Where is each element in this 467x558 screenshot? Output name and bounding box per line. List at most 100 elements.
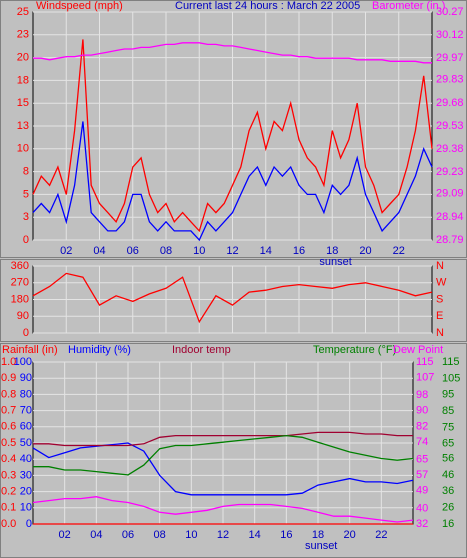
y-tick-label: 98 xyxy=(416,389,428,401)
legend-entry: Dew Point xyxy=(393,344,443,356)
y-tick-label: N xyxy=(436,260,444,272)
y-tick-label: 60 xyxy=(20,421,32,433)
y-tick-label: 270 xyxy=(11,277,29,289)
y-tick-label: 65 xyxy=(416,453,428,465)
y-tick-label: 29.68 xyxy=(436,97,464,109)
x-tick-label: 04 xyxy=(90,529,102,541)
y-tick-label: 18 xyxy=(17,74,29,86)
y-tick-label: 46 xyxy=(442,469,454,481)
y-tick-label: 80 xyxy=(20,388,32,400)
y-tick-label: 115 xyxy=(442,356,460,368)
y-tick-label: 74 xyxy=(416,436,428,448)
x-tick-label: 20 xyxy=(359,245,371,257)
y-tick-label: 20 xyxy=(20,486,32,498)
chart-title: Current last 24 hours : March 22 2005 xyxy=(175,0,360,12)
y-tick-label: 0.0 xyxy=(1,518,16,530)
y-tick-label: 0.7 xyxy=(1,405,16,417)
y-tick-label: 0.1 xyxy=(1,502,16,514)
y-tick-label: 180 xyxy=(11,293,29,305)
legend-entry: Humidity (%) xyxy=(68,344,131,356)
y-tick-label: S xyxy=(436,293,443,305)
y-tick-label: 30.12 xyxy=(436,29,464,41)
y-tick-label: 107 xyxy=(416,372,434,384)
series-line xyxy=(32,39,433,233)
x-tick-label: 04 xyxy=(93,245,105,257)
y-tick-label: 16 xyxy=(442,518,454,530)
y-tick-label: 0.5 xyxy=(1,437,16,449)
y-tick-label: 0.9 xyxy=(1,372,16,384)
y-tick-label: 29.97 xyxy=(436,52,464,64)
y-tick-label: 0 xyxy=(23,234,29,246)
y-tick-label: 29.09 xyxy=(436,188,464,200)
y-tick-label: 1.0 xyxy=(1,356,16,368)
y-tick-label: 26 xyxy=(442,502,454,514)
annotation: sunset xyxy=(319,256,351,268)
y-axis-title: Windspeed (mph) xyxy=(36,0,123,12)
y-tick-label: 25 xyxy=(17,6,29,18)
y-tick-label: 15 xyxy=(17,97,29,109)
y-tick-label: 0 xyxy=(26,518,32,530)
y-tick-label: 105 xyxy=(442,372,460,384)
y-tick-label: 3 xyxy=(23,211,29,223)
series-line xyxy=(33,431,413,447)
y-tick-label: 57 xyxy=(416,469,428,481)
x-tick-label: 02 xyxy=(59,529,71,541)
legend-entry: Indoor temp xyxy=(172,344,231,356)
y-tick-label: 90 xyxy=(20,372,32,384)
y-tick-label: 10 xyxy=(17,143,29,155)
y-tick-label: 100 xyxy=(14,356,32,368)
y-tick-label: 90 xyxy=(416,405,428,417)
x-tick-label: 12 xyxy=(226,245,238,257)
x-tick-label: 08 xyxy=(160,245,172,257)
y-tick-label: 0.6 xyxy=(1,421,16,433)
y-tick-label: 23 xyxy=(17,29,29,41)
x-tick-label: 06 xyxy=(122,529,134,541)
x-tick-label: 22 xyxy=(375,529,387,541)
x-tick-label: 18 xyxy=(312,529,324,541)
series-line xyxy=(33,434,414,476)
y-tick-label: 0.4 xyxy=(1,453,16,465)
y-tick-label: 5 xyxy=(23,188,29,200)
y-tick-label: 8 xyxy=(23,166,29,178)
y-tick-label: 90 xyxy=(17,310,29,322)
y-tick-label: N xyxy=(436,327,444,339)
y-tick-label: 29.38 xyxy=(436,143,464,155)
y-tick-label: 82 xyxy=(416,420,428,432)
series-line xyxy=(33,42,432,64)
y-tick-label: 49 xyxy=(416,485,428,497)
legend-entry: Rainfall (in) xyxy=(2,344,58,356)
y-tick-label: 32 xyxy=(416,518,428,530)
x-tick-label: 02 xyxy=(60,245,72,257)
y-tick-label: 13 xyxy=(17,120,29,132)
x-tick-label: 18 xyxy=(326,245,338,257)
x-tick-label: 22 xyxy=(393,245,405,257)
y-tick-label: 70 xyxy=(20,405,32,417)
y-tick-label: 0.8 xyxy=(1,388,16,400)
y-tick-label: 36 xyxy=(442,485,454,497)
y-tick-label: 28.94 xyxy=(436,211,464,223)
y-tick-label: 0.2 xyxy=(1,486,16,498)
x-tick-label: 14 xyxy=(260,245,272,257)
y2-axis-title: Barometer (in.) xyxy=(372,0,445,12)
y-tick-label: 65 xyxy=(442,438,454,450)
y-tick-label: 20 xyxy=(17,52,29,64)
x-tick-label: 16 xyxy=(293,245,305,257)
y-tick-label: 30.27 xyxy=(436,6,464,18)
y-tick-label: W xyxy=(436,277,447,289)
y-tick-label: 56 xyxy=(442,452,454,464)
y-tick-label: 30 xyxy=(20,469,32,481)
y-tick-label: 50 xyxy=(20,437,32,449)
y-tick-label: 0 xyxy=(23,327,29,339)
series-line xyxy=(32,496,414,523)
y-tick-label: 29.83 xyxy=(436,74,464,86)
y-tick-label: 75 xyxy=(442,421,454,433)
x-tick-label: 20 xyxy=(344,529,356,541)
annotation: sunset xyxy=(305,540,337,552)
y-tick-label: 85 xyxy=(442,405,454,417)
y-tick-label: 40 xyxy=(20,453,32,465)
y-tick-label: 40 xyxy=(416,502,428,514)
series-line xyxy=(32,121,433,242)
x-tick-label: 08 xyxy=(154,529,166,541)
x-tick-label: 06 xyxy=(127,245,139,257)
